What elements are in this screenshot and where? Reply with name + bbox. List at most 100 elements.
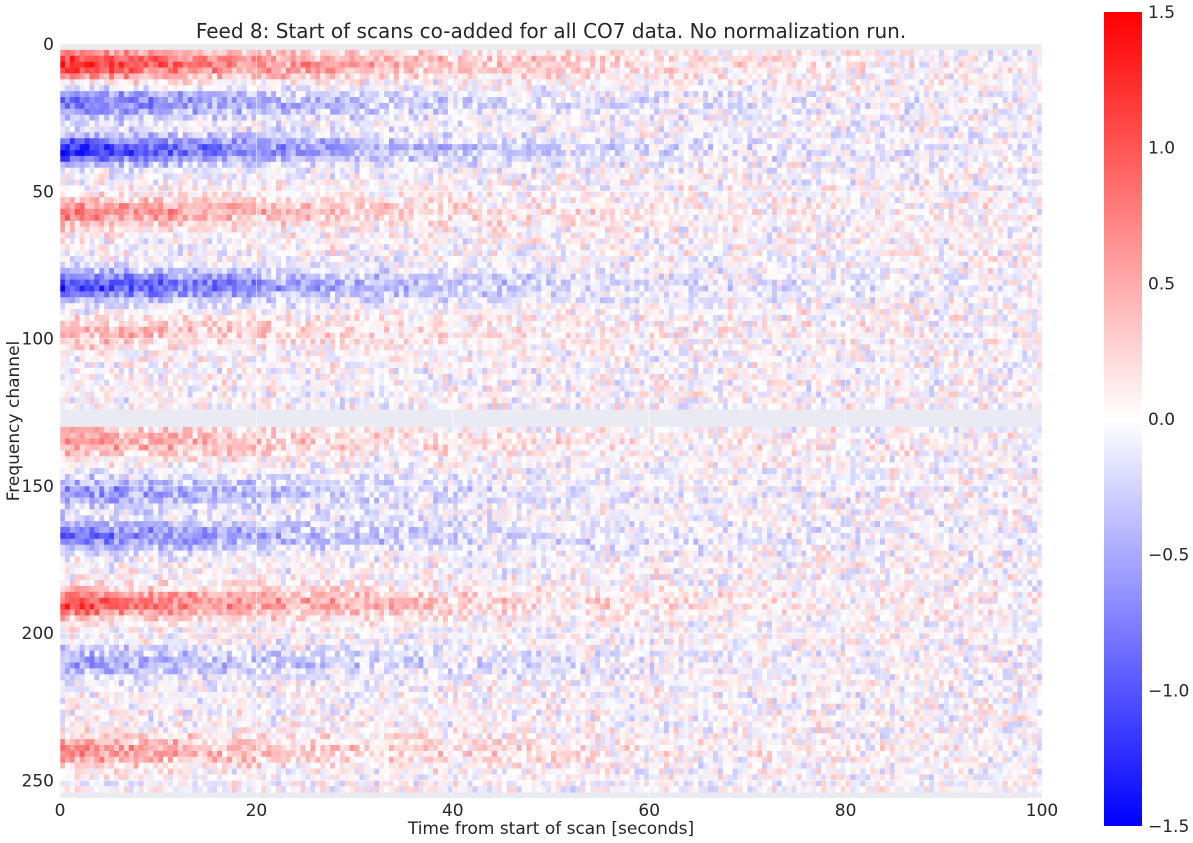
heatmap-cell [693,132,699,139]
heatmap-cell [462,185,468,192]
heatmap-cell [551,91,557,98]
heatmap-cell [717,120,724,127]
heatmap-cell [153,144,159,151]
heatmap-cell [629,67,635,74]
heatmap-cell [791,191,797,198]
heatmap-cell [801,126,807,133]
heatmap-cell [74,150,81,157]
heatmap-cell [727,49,734,57]
heatmap-cell [722,173,729,180]
heatmap-cell [222,132,228,139]
heatmap-cell [992,126,999,133]
heatmap-cell [182,97,189,104]
heatmap-cell [315,167,321,174]
heatmap-cell [938,132,945,139]
heatmap-cell [442,55,449,63]
heatmap-cell [516,61,522,68]
heatmap-cell [330,73,336,80]
heatmap-cell [398,161,405,169]
heatmap-cell [271,155,277,163]
heatmap-cell [634,102,640,110]
heatmap-cell [60,67,66,74]
heatmap-cell [231,173,238,180]
heatmap-cell [904,150,910,157]
heatmap-cell [241,185,247,192]
heatmap-cell [560,185,567,192]
heatmap-cell [354,161,360,169]
heatmap-cell [369,67,375,74]
heatmap-cell [300,167,306,174]
heatmap-cell [737,85,743,92]
heatmap-cell [649,173,655,180]
heatmap-cell [295,67,301,74]
heatmap-cell [1017,185,1023,192]
heatmap-cell [644,79,650,86]
heatmap-cell [609,49,616,57]
heatmap-cell [609,67,616,74]
heatmap-cell [344,191,351,198]
heatmap-cell [821,85,827,92]
heatmap-cell [339,138,346,145]
heatmap-cell [104,179,110,186]
heatmap-cell [374,126,380,133]
heatmap-cell [801,97,807,104]
heatmap-cell [855,55,861,63]
heatmap-cell [393,97,400,104]
heatmap-cell [801,67,807,74]
heatmap-cell [987,155,994,163]
heatmap-cell [865,91,871,98]
heatmap-cell [99,155,105,163]
heatmap-cell [261,79,267,86]
heatmap-cell [575,144,581,151]
heatmap-cell [600,102,606,110]
heatmap-cell [153,61,159,68]
heatmap-cell [688,102,694,110]
heatmap-cell [69,55,76,63]
heatmap-cell [791,61,797,68]
heatmap-cell [99,167,105,174]
heatmap-cell [315,144,321,151]
heatmap-cell [207,185,213,192]
heatmap-cell [953,67,959,74]
heatmap-cell [330,79,336,86]
heatmap-cell [1022,55,1028,63]
heatmap-cell [546,179,552,186]
heatmap-cell [963,144,969,151]
heatmap-cell [487,155,493,163]
heatmap-cell [924,167,930,174]
heatmap-cell [138,150,144,157]
heatmap-cell [305,49,311,57]
heatmap-cell [555,155,562,163]
heatmap-cell [64,114,71,121]
heatmap-cell [938,49,945,57]
heatmap-cell [492,91,498,98]
heatmap-cell [742,185,748,192]
heatmap-cell [359,91,365,98]
heatmap-cell [1027,120,1033,127]
heatmap-cell [767,55,773,63]
heatmap-cell [791,91,797,98]
heatmap-cell [762,55,768,63]
heatmap-cell [673,91,680,98]
heatmap-cell [168,191,174,198]
heatmap-cell [894,150,901,157]
heatmap-cell [693,144,699,151]
heatmap-cell [840,132,846,139]
heatmap-cell [467,120,473,127]
heatmap-cell [501,191,508,198]
heatmap-cell [256,191,262,198]
heatmap-cell [423,114,429,121]
heatmap-cell [816,102,822,110]
heatmap-cell [501,150,508,157]
heatmap-cell [1027,102,1033,110]
heatmap-cell [771,161,778,169]
heatmap-cell [222,67,228,74]
heatmap-cell [69,97,76,104]
heatmap-cell [585,144,591,151]
heatmap-cell [138,85,144,92]
heatmap-cell [713,155,719,163]
heatmap-cell [629,155,635,163]
heatmap-cell [163,120,169,127]
heatmap-cell [737,102,743,110]
heatmap-cell [325,108,331,116]
